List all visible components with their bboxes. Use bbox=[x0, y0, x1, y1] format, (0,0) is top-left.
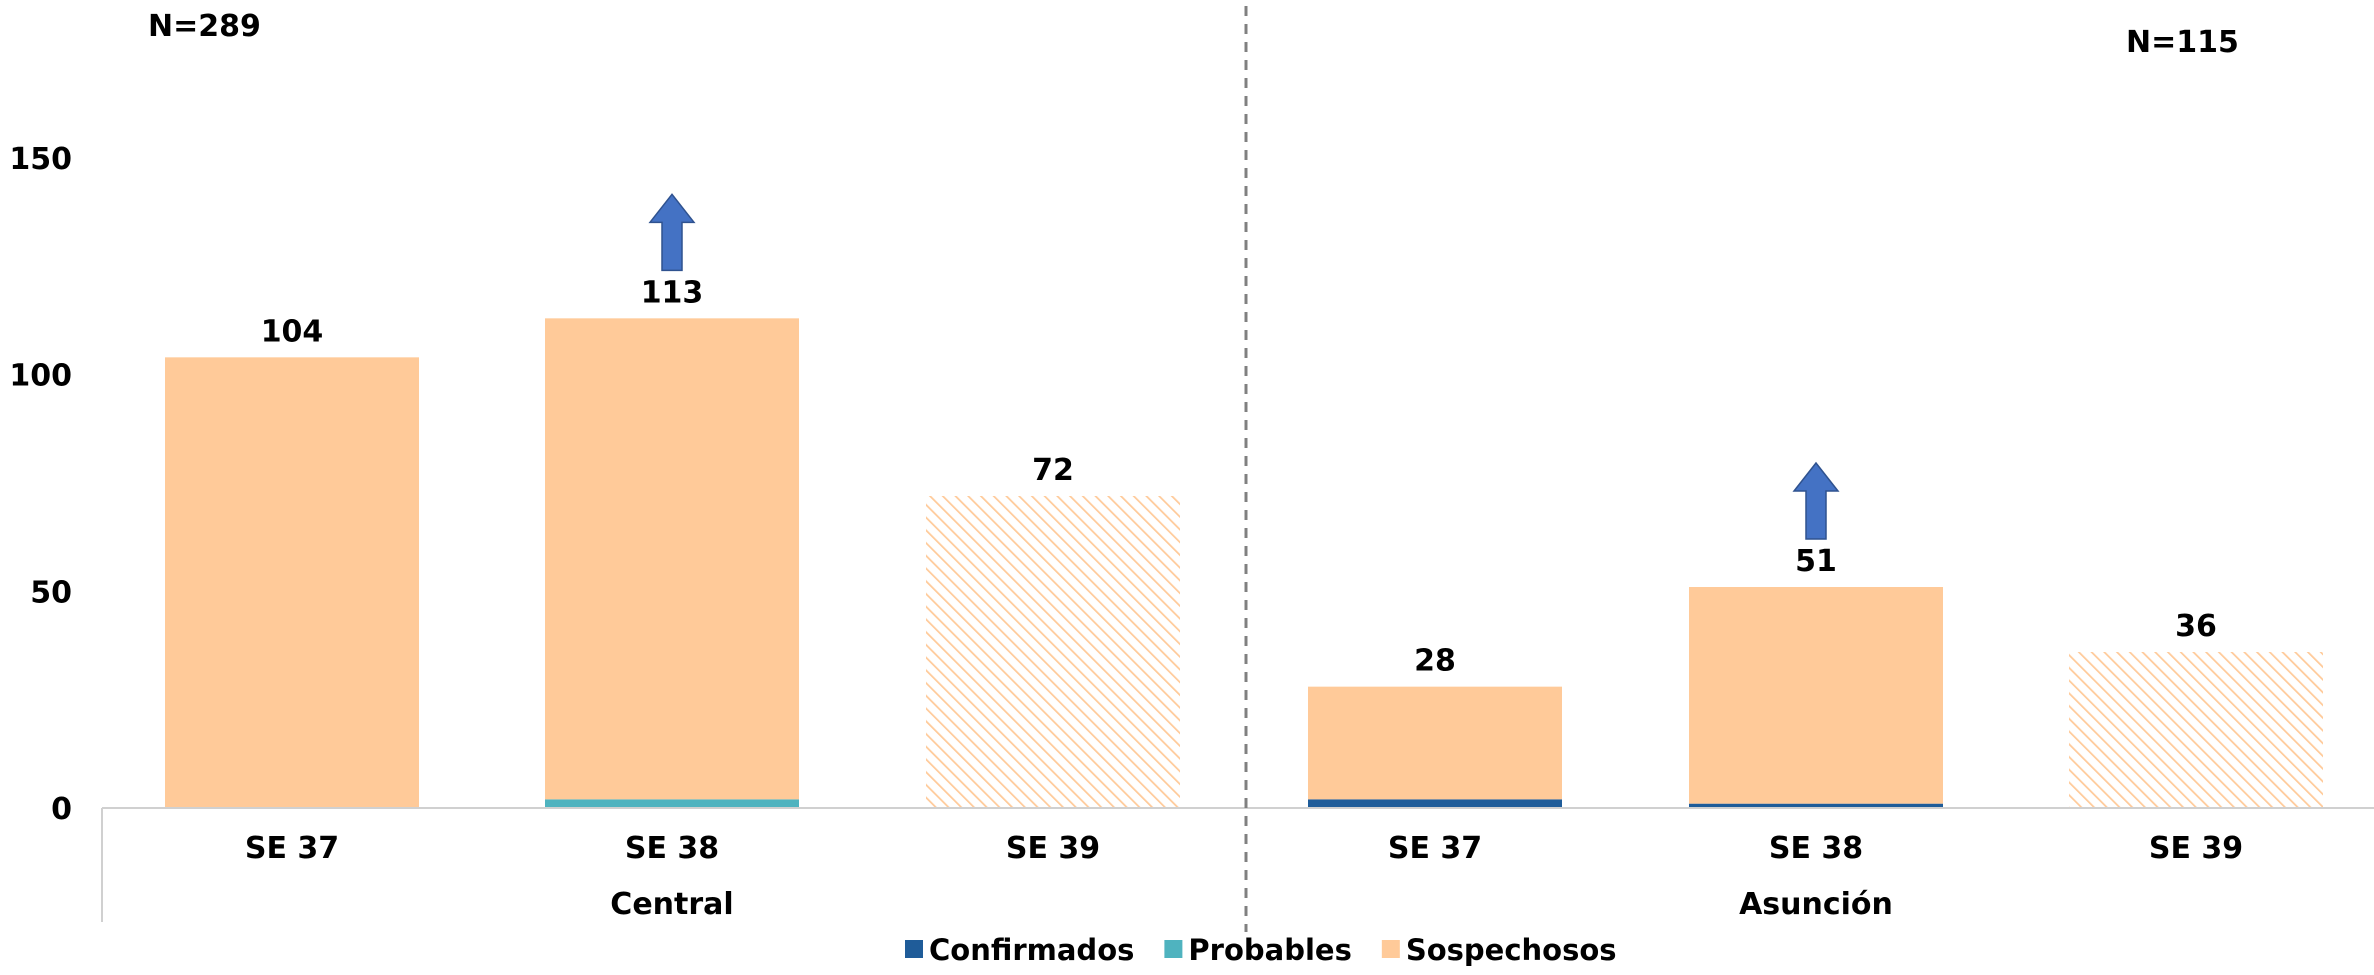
data-label: 36 bbox=[2175, 609, 2217, 644]
data-label: 72 bbox=[1032, 453, 1074, 488]
x-axis: SE 37 SE 38 SE 39 Central SE 37 SE 38 SE 39 Asu… bbox=[101, 6, 2374, 932]
data-label: 104 bbox=[261, 314, 324, 349]
up-arrow-icon bbox=[1792, 461, 1840, 540]
bar-asunción-se38-confirmados bbox=[1689, 803, 1943, 808]
bar-asunción-se37-confirmados bbox=[1308, 799, 1562, 808]
legend-swatch-sospechosos bbox=[1381, 940, 1400, 958]
legend-label-confirmados: Confirmados bbox=[929, 933, 1134, 967]
data-label: 51 bbox=[1795, 544, 1837, 579]
data-label: 113 bbox=[641, 275, 704, 310]
y-tick-label: 100 bbox=[9, 359, 72, 394]
y-axis: 0 50 100 150 bbox=[9, 142, 72, 827]
data-label: 28 bbox=[1414, 644, 1456, 679]
bar-asunción-se37-sospechosos bbox=[1308, 686, 1562, 800]
data-labels: 104 113 72 28 51 36 bbox=[261, 193, 2217, 679]
bar-central-se38-probables bbox=[545, 799, 799, 808]
legend: Confirmados Probables Sospechosos bbox=[905, 933, 1617, 967]
x-tick-label: SE 39 bbox=[1006, 831, 1100, 866]
y-tick-label: 0 bbox=[51, 792, 72, 827]
y-tick-label: 150 bbox=[9, 142, 72, 177]
bar-central-se39-sospechosos bbox=[926, 496, 1180, 808]
bar-central-se37-sospechosos bbox=[165, 357, 419, 808]
bar-central-se38-sospechosos bbox=[545, 318, 799, 800]
up-arrow-icon bbox=[648, 193, 696, 272]
bars bbox=[165, 318, 2323, 808]
legend-swatch-probables bbox=[1164, 940, 1183, 958]
x-tick-label: SE 39 bbox=[2149, 831, 2243, 866]
bar-asunción-se39-sospechosos bbox=[2069, 652, 2323, 808]
legend-label-sospechosos: Sospechosos bbox=[1406, 933, 1617, 967]
bar-asunción-se38-sospechosos bbox=[1689, 587, 1943, 804]
legend-label-probables: Probables bbox=[1188, 933, 1351, 967]
n-label-asuncion: N=115 bbox=[2126, 25, 2239, 60]
x-tick-label: SE 38 bbox=[625, 831, 719, 866]
group-label: Central bbox=[610, 887, 733, 922]
x-tick-label: SE 37 bbox=[1388, 831, 1482, 866]
n-label-central: N=289 bbox=[148, 9, 261, 44]
x-tick-label: SE 37 bbox=[245, 831, 339, 866]
group-label: Asunción bbox=[1739, 887, 1893, 922]
legend-swatch-confirmados bbox=[905, 940, 923, 958]
x-tick-label: SE 38 bbox=[1769, 831, 1863, 866]
y-tick-label: 50 bbox=[30, 575, 72, 610]
